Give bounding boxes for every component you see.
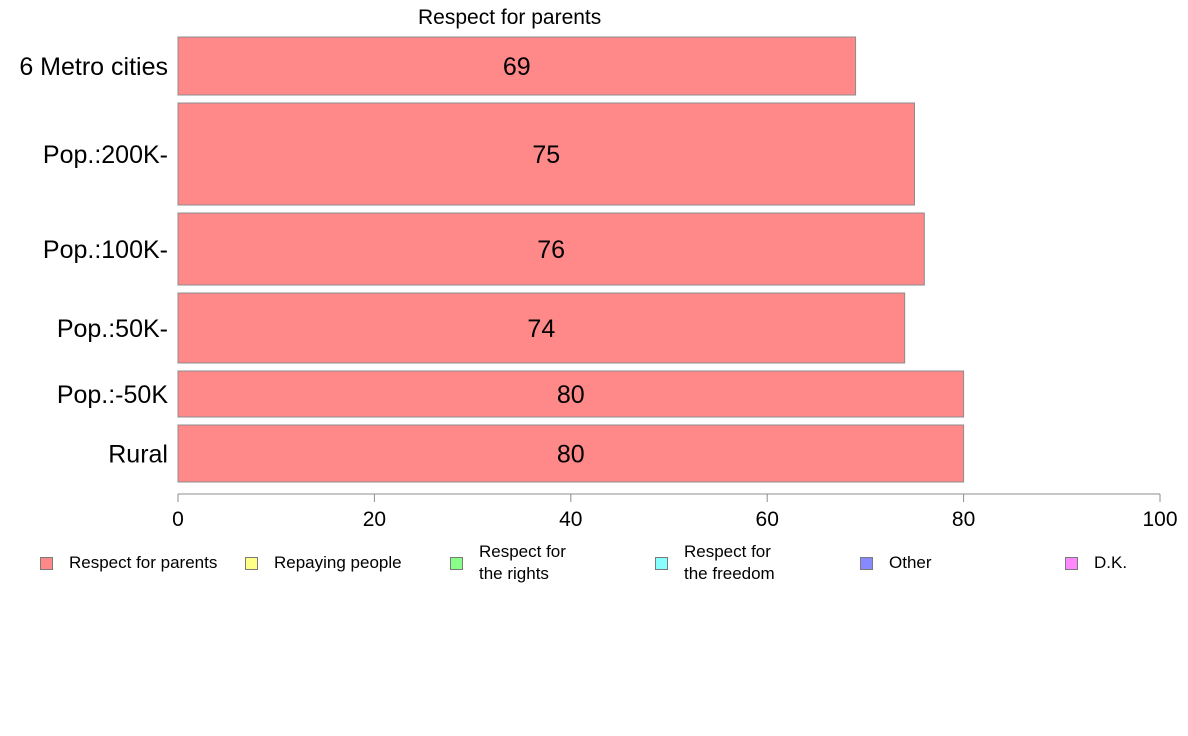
bar [177,292,906,364]
legend-label: Other [889,553,932,572]
legend-label: Respect for the freedom [684,542,775,583]
legend-label: Respect for parents [69,553,218,572]
legend-item: Respect for parents [40,552,229,574]
legend-item: Respect for the freedom [655,541,844,585]
x-tick-label: 20 [363,508,386,531]
x-tick-label: 60 [756,508,779,531]
legend-swatch [1065,556,1078,570]
bar-value-label: 80 [557,381,585,409]
x-tick-label: 40 [559,508,582,531]
bar-value-label: 76 [537,236,565,264]
bars-layer: 69 6 Metro cities 75 Pop.:200K- 76 Pop.:100K-… [19,36,965,483]
category-label: Pop.:-50K [57,381,169,409]
x-tick-label: 100 [1142,508,1177,531]
legend-item: D.K. [1065,552,1188,574]
bar [177,36,857,96]
bar [177,102,915,206]
bar-value-label: 69 [503,53,531,81]
legend-swatch [655,556,668,570]
category-label: 6 Metro cities [19,53,168,81]
category-label: Pop.:50K- [57,315,168,343]
legend-swatch [860,556,873,570]
x-axis: 0 20 40 60 80 100 [172,493,1178,531]
bar-value-label: 75 [532,141,560,169]
chart-title: Respect for parents [418,6,602,29]
bar-value-label: 80 [557,441,585,469]
bar [177,212,925,286]
x-tick-label: 80 [952,508,975,531]
category-label: Rural [108,441,168,469]
bar-value-label: 74 [527,315,555,343]
legend-label: Repaying people [274,553,402,572]
legend: Respect for parents Repaying people Respec… [0,540,1188,600]
legend-item: Respect for the rights [450,541,639,585]
legend-swatch [450,556,463,570]
legend-swatch [245,556,258,570]
legend-item: Other [860,552,1049,574]
category-label: Pop.:200K- [43,141,168,169]
bar-chart: 69 6 Metro cities 75 Pop.:200K- 76 Pop.:100K-… [19,36,1178,531]
legend-label: D.K. [1094,553,1128,572]
legend-swatch [40,556,53,570]
legend-label: Respect for the rights [479,542,566,583]
legend-item: Repaying people [245,552,434,574]
category-label: Pop.:100K- [43,236,168,264]
x-tick-label: 0 [172,508,184,531]
bar [177,424,965,483]
bar [177,370,965,418]
